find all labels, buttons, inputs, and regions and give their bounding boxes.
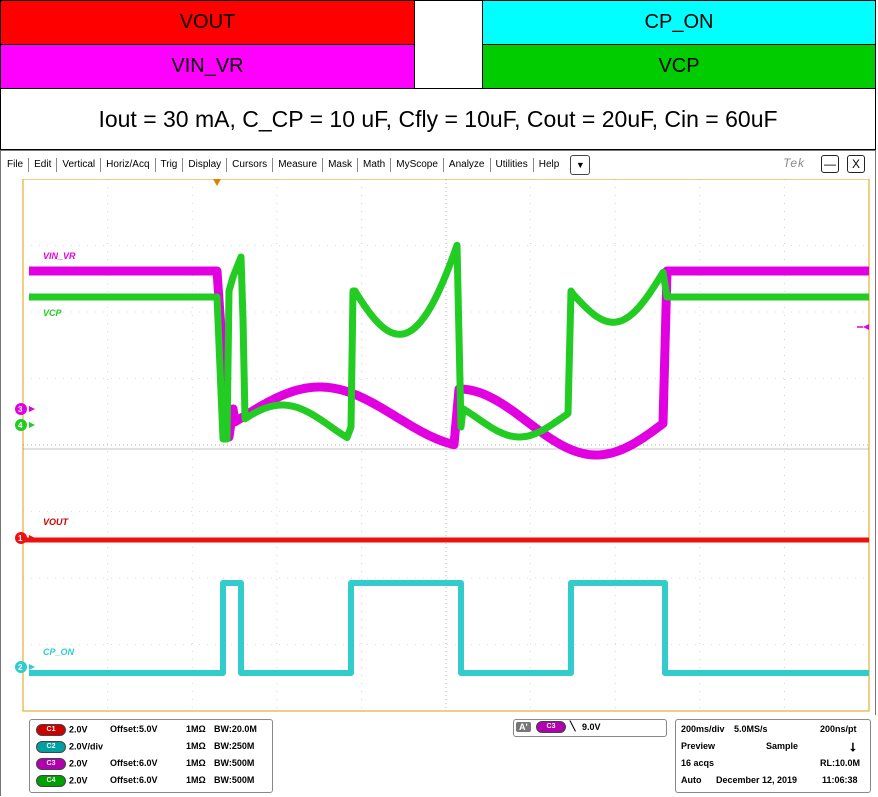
minimize-button[interactable]: — (821, 155, 839, 173)
c4-scale: 2.0V (69, 775, 88, 786)
legend-vin-vr: VIN_VR (1, 45, 415, 89)
c2-badge[interactable]: C2 (36, 741, 66, 753)
acq-time: 11:06:38 (822, 775, 858, 785)
trigger-level: 9.0V (582, 722, 601, 732)
oscilloscope-window: File Edit Vertical Horiz/Acq Trig Displa… (0, 150, 877, 797)
legend-cp-on: CP_ON (483, 1, 875, 45)
channel-settings-panel: C1 2.0V Offset:5.0V 1MΩ BW:20.0M C2 2.0V/d… (29, 719, 273, 793)
status-bar: C1 2.0V Offset:5.0V 1MΩ BW:20.0M C2 2.0V/d… (1, 715, 877, 797)
c1-badge[interactable]: C1 (36, 724, 66, 736)
cp-on-label: CP_ON (43, 647, 75, 657)
menu-dropdown-button[interactable]: ▼ (570, 155, 591, 175)
minimize-icon: — (824, 157, 836, 171)
test-conditions: Iout = 30 mA, C_CP = 10 uF, Cfly = 10uF,… (98, 105, 778, 132)
menu-horiz-acq[interactable]: Horiz/Acq (101, 158, 156, 172)
close-button[interactable]: X (847, 155, 865, 173)
acq-count: 16 acqs (681, 758, 715, 768)
trigger-panel[interactable]: A' C3 ╲ 9.0V (513, 719, 667, 737)
c1-bandwidth: BW:20.0M (214, 724, 257, 734)
c3-bandwidth: BW:500M (214, 758, 255, 768)
c4-offset: Offset:6.0V (110, 775, 158, 785)
channel-row-3[interactable]: C3 2.0V Offset:6.0V 1MΩ BW:500M (36, 758, 254, 770)
legend-empty-cell (415, 1, 483, 89)
menu-math[interactable]: Math (358, 158, 392, 172)
record-length: RL:10.0M (820, 758, 861, 768)
menu-myscope[interactable]: MyScope (391, 158, 444, 172)
sampling-mode: Sample (766, 741, 799, 751)
channel-row-2[interactable]: C2 2.0V/div 1MΩ BW:250M (36, 741, 254, 753)
trigger-level-marker (863, 324, 869, 330)
menu-measure[interactable]: Measure (273, 158, 324, 172)
close-icon: X (851, 157, 860, 171)
ch1-marker (15, 532, 27, 544)
legend-table: VOUT CP_ON VIN_VR VCP Iout = 30 mA, C_CP… (0, 0, 876, 150)
c1-offset: Offset:5.0V (110, 724, 158, 734)
triangle-down-icon: ▼ (575, 160, 585, 170)
ch2-marker-num: 2 (18, 663, 23, 672)
ch2-marker (15, 661, 27, 673)
trigger-channel-badge: C3 (536, 721, 566, 733)
c2-scale: 2.0V/div (69, 741, 104, 752)
menu-analyze[interactable]: Analyze (444, 158, 491, 172)
sample-rate: 5.0MS/s (734, 724, 768, 734)
tek-logo: Tek (783, 156, 805, 170)
acq-date: December 12, 2019 (716, 775, 798, 785)
vin-vr-trace (29, 266, 869, 460)
acq-mode: Preview (681, 741, 716, 751)
menu-file[interactable]: File (1, 158, 30, 172)
ch3-marker (15, 403, 27, 415)
menu-vertical[interactable]: Vertical (57, 158, 102, 172)
menu-display[interactable]: Display (183, 158, 228, 172)
trigger-source: A' (516, 722, 531, 732)
channel-row-4[interactable]: C4 2.0V Offset:6.0V 1MΩ BW:500M (36, 775, 254, 787)
trigger-slope-icon: ╲ (570, 721, 576, 731)
resolution: 200ns/pt (820, 724, 857, 734)
vout-label: VOUT (43, 517, 70, 527)
menu-trig[interactable]: Trig (156, 158, 184, 172)
arrow-down-icon: ⭣ (850, 740, 856, 754)
menu-help[interactable]: Help (538, 159, 560, 170)
c4-impedance: 1MΩ (186, 775, 206, 785)
c3-impedance: 1MΩ (186, 758, 206, 768)
c4-bandwidth: BW:500M (214, 775, 255, 785)
legend-vout: VOUT (1, 1, 415, 45)
ch1-marker-num: 1 (18, 534, 23, 543)
ch3-marker-arrow (29, 406, 35, 412)
vin-vr-label: VIN_VR (43, 251, 76, 261)
ch4-marker-num: 4 (18, 421, 23, 430)
ch2-marker-arrow (29, 664, 35, 670)
cp-on-trace (29, 580, 869, 676)
c3-offset: Offset:6.0V (110, 758, 158, 768)
channel-row-1[interactable]: C1 2.0V Offset:5.0V 1MΩ BW:20.0M (36, 724, 257, 736)
menu-utilities[interactable]: Utilities (491, 158, 534, 172)
c2-bandwidth: BW:250M (214, 741, 255, 751)
menu-mask[interactable]: Mask (323, 158, 358, 172)
menu-edit[interactable]: Edit (29, 158, 58, 172)
waveform-display: VIN_VR VCP VOUT CP_ON 3 4 1 2 (1, 178, 877, 715)
menu-bar: File Edit Vertical Horiz/Acq Trig Displa… (1, 151, 875, 179)
ch4-marker (15, 419, 27, 431)
trigger-position-marker (213, 179, 221, 186)
timebase: 200ms/div (681, 724, 725, 734)
c3-scale: 2.0V (69, 758, 88, 769)
waveform-svg: VIN_VR VCP VOUT CP_ON 3 4 1 2 (15, 178, 870, 712)
ch3-marker-num: 3 (18, 405, 23, 414)
c1-impedance: 1MΩ (186, 724, 206, 734)
c4-badge[interactable]: C4 (36, 775, 66, 787)
legend-vcp: VCP (483, 45, 875, 89)
vcp-label: VCP (43, 308, 63, 318)
c2-impedance: 1MΩ (186, 741, 206, 751)
vcp-trace (29, 241, 869, 443)
ch1-marker-arrow (29, 535, 35, 541)
menu-cursors[interactable]: Cursors (227, 158, 274, 172)
c3-badge[interactable]: C3 (36, 758, 66, 770)
acquisition-panel[interactable]: 200ms/div 5.0MS/s 200ns/pt Preview Sampl… (675, 719, 871, 793)
ch4-marker-arrow (29, 422, 35, 428)
run-mode: Auto (681, 775, 702, 785)
c1-scale: 2.0V (69, 724, 88, 735)
